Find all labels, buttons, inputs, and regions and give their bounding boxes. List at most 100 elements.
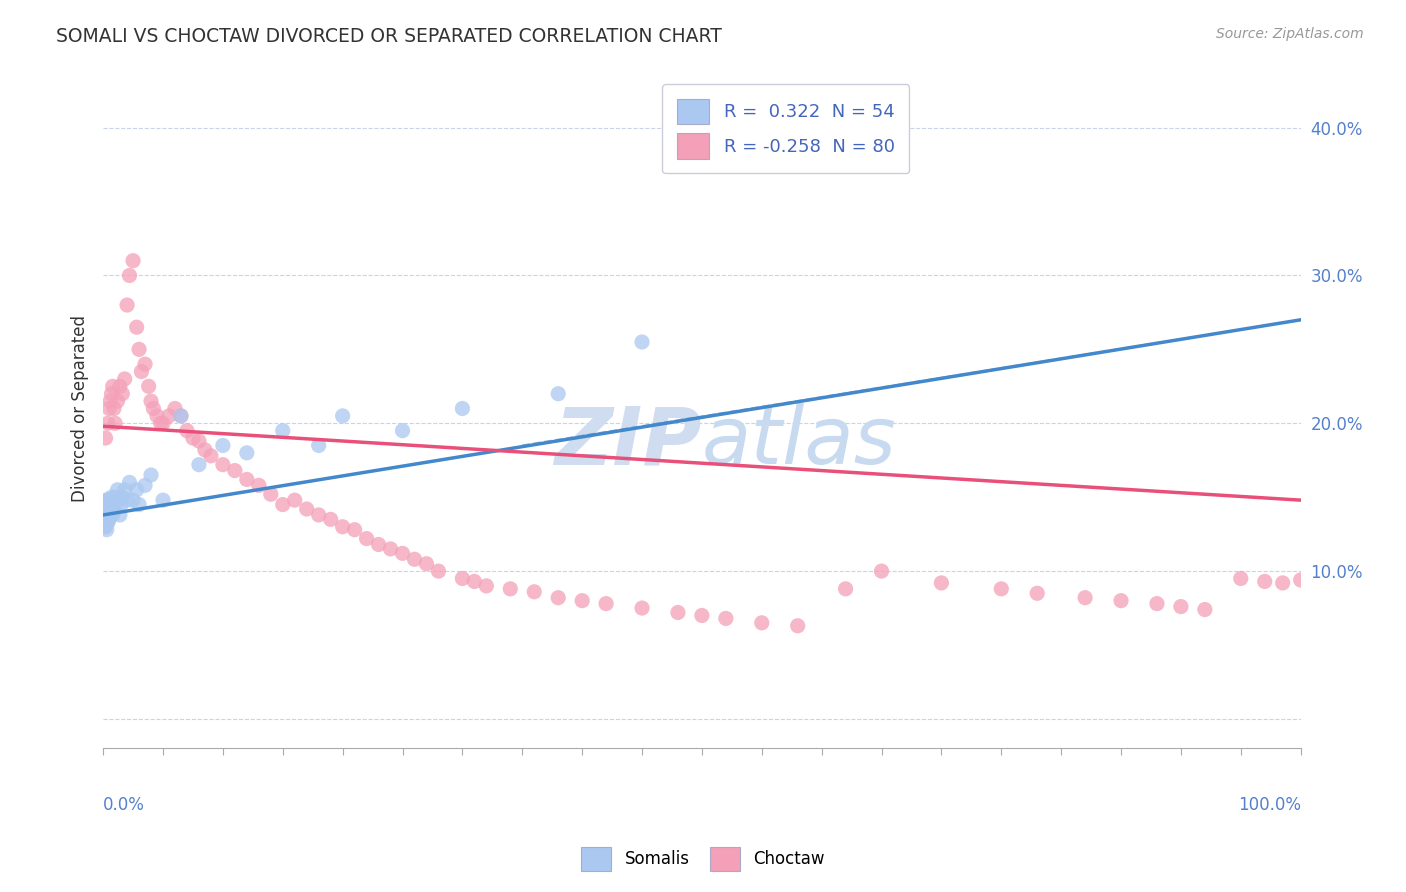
Point xyxy=(134,357,156,371)
Point xyxy=(96,516,118,531)
Point xyxy=(93,512,115,526)
Point xyxy=(98,512,121,526)
Point xyxy=(104,417,127,431)
Point xyxy=(1194,602,1216,616)
Point xyxy=(595,597,617,611)
Point xyxy=(125,320,148,334)
Point xyxy=(367,537,389,551)
Point xyxy=(163,401,186,416)
Point xyxy=(308,508,330,522)
Point xyxy=(1109,593,1132,607)
Point xyxy=(247,478,270,492)
Point xyxy=(475,579,498,593)
Point xyxy=(187,434,209,448)
Point xyxy=(547,591,569,605)
Point xyxy=(380,541,402,556)
Point xyxy=(751,615,773,630)
Point xyxy=(128,498,150,512)
Point xyxy=(138,379,160,393)
Point xyxy=(271,424,294,438)
Text: atlas: atlas xyxy=(702,403,897,482)
Point xyxy=(107,483,129,497)
Point xyxy=(96,508,118,522)
Point xyxy=(128,343,150,357)
Point xyxy=(114,483,136,497)
Legend: Somalis, Choctaw: Somalis, Choctaw xyxy=(574,839,832,880)
Point xyxy=(97,505,120,519)
Point xyxy=(104,502,127,516)
Point xyxy=(690,608,713,623)
Point xyxy=(146,409,169,423)
Point xyxy=(100,490,122,504)
Point xyxy=(115,298,138,312)
Point xyxy=(1289,573,1312,587)
Point xyxy=(98,505,121,519)
Point xyxy=(107,394,129,409)
Point xyxy=(101,508,124,522)
Point xyxy=(98,498,121,512)
Point xyxy=(295,502,318,516)
Point xyxy=(94,520,117,534)
Point xyxy=(96,498,118,512)
Point xyxy=(391,424,413,438)
Point xyxy=(142,401,165,416)
Point xyxy=(427,564,450,578)
Y-axis label: Divorced or Separated: Divorced or Separated xyxy=(72,315,89,502)
Point xyxy=(332,409,354,423)
Point xyxy=(236,473,259,487)
Point xyxy=(94,508,117,522)
Point xyxy=(139,468,162,483)
Point xyxy=(224,464,246,478)
Point xyxy=(97,417,120,431)
Point xyxy=(834,582,856,596)
Point xyxy=(181,431,204,445)
Point xyxy=(415,557,437,571)
Point xyxy=(1271,576,1294,591)
Point xyxy=(200,449,222,463)
Point xyxy=(97,493,120,508)
Point xyxy=(93,520,115,534)
Point xyxy=(98,502,121,516)
Point xyxy=(1146,597,1168,611)
Point xyxy=(93,505,115,519)
Point xyxy=(101,498,124,512)
Point xyxy=(118,475,141,490)
Point xyxy=(110,498,132,512)
Text: ZIP: ZIP xyxy=(554,403,702,482)
Point xyxy=(152,493,174,508)
Point xyxy=(125,483,148,497)
Point xyxy=(96,523,118,537)
Point xyxy=(1074,591,1097,605)
Legend: R =  0.322  N = 54, R = -0.258  N = 80: R = 0.322 N = 54, R = -0.258 N = 80 xyxy=(662,85,910,173)
Point xyxy=(103,493,125,508)
Point xyxy=(308,438,330,452)
Point xyxy=(97,516,120,530)
Point xyxy=(122,253,145,268)
Point xyxy=(187,458,209,472)
Point xyxy=(1229,572,1251,586)
Point xyxy=(404,552,426,566)
Point xyxy=(631,601,654,615)
Point xyxy=(100,386,122,401)
Point xyxy=(1170,599,1192,614)
Point xyxy=(111,386,134,401)
Point xyxy=(523,584,546,599)
Point xyxy=(451,401,474,416)
Point xyxy=(122,493,145,508)
Point xyxy=(463,574,485,589)
Point xyxy=(1026,586,1049,600)
Point xyxy=(94,493,117,508)
Point xyxy=(104,490,127,504)
Point xyxy=(98,508,121,522)
Point xyxy=(666,606,689,620)
Point xyxy=(332,520,354,534)
Point xyxy=(94,431,117,445)
Point xyxy=(101,379,124,393)
Point xyxy=(571,593,593,607)
Point xyxy=(343,523,366,537)
Point xyxy=(170,409,193,423)
Point xyxy=(931,576,953,591)
Text: Source: ZipAtlas.com: Source: ZipAtlas.com xyxy=(1216,27,1364,41)
Point xyxy=(108,508,131,522)
Point xyxy=(391,546,413,560)
